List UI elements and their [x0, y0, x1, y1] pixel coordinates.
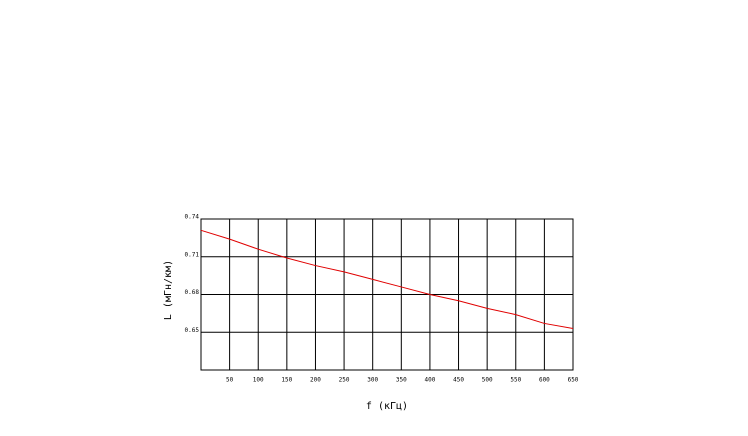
- y-axis-label: L (мГн/км): [163, 260, 174, 320]
- x-tick-label: 450: [453, 377, 464, 384]
- x-tick-label: 200: [310, 377, 321, 384]
- data-line: [200, 229, 574, 329]
- x-tick-label: 300: [367, 377, 378, 384]
- x-tick-label: 150: [281, 377, 292, 384]
- x-tick-label: 550: [510, 377, 521, 384]
- x-tick-label: 650: [568, 377, 579, 384]
- x-axis-label: f (кГц): [366, 401, 408, 412]
- x-tick-label: 500: [482, 377, 493, 384]
- x-tick-label: 50: [226, 377, 234, 384]
- x-tick-label: 600: [539, 377, 550, 384]
- x-tick-label: 250: [339, 377, 350, 384]
- y-tick-label: 0.71: [185, 251, 200, 258]
- x-tick-label: 400: [425, 377, 436, 384]
- x-tick-label: 100: [253, 377, 264, 384]
- x-tick-label: 350: [396, 377, 407, 384]
- y-tick-label: 0.65: [185, 327, 200, 334]
- y-tick-label: 0.68: [185, 289, 200, 296]
- y-tick-label: 0.74: [185, 214, 200, 221]
